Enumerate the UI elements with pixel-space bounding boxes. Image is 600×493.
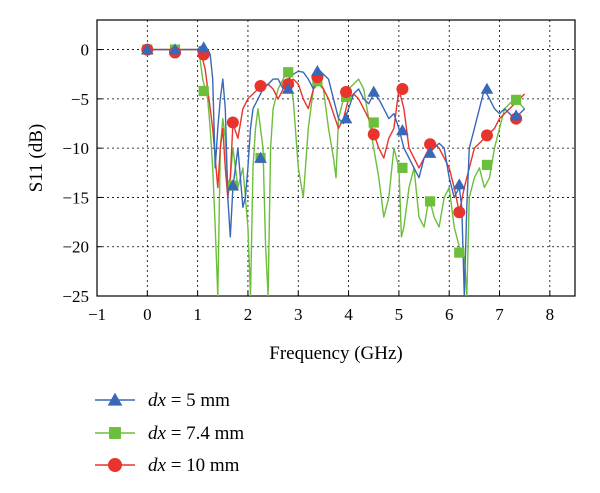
- data-point-dx-5-mm: [197, 41, 210, 53]
- x-tick-label: −1: [88, 305, 106, 324]
- y-axis-label: S11 (dB): [26, 124, 47, 192]
- series-markers: [141, 41, 523, 258]
- grid: [97, 20, 575, 296]
- legend-entry-dx-7-4-mm: dx = 7.4 mm: [95, 423, 244, 444]
- data-point-dx-7-4-mm: [368, 117, 379, 128]
- data-point-dx-10-mm: [254, 80, 267, 93]
- y-tick-label: 0: [81, 41, 90, 60]
- legend-variable: dx: [148, 390, 167, 411]
- data-point-dx-5-mm: [339, 112, 353, 124]
- legend-entry-dx-5-mm: dx = 5 mm: [95, 390, 230, 411]
- axis-ticks: −1 0 1 2 3 4 5 6 7 80−5−10−15−20−25: [62, 41, 554, 324]
- x-tick-label: 4: [344, 305, 353, 324]
- x-tick-label: 7: [495, 305, 504, 324]
- y-tick-label: −5: [71, 90, 89, 109]
- data-point-dx-7-4-mm: [481, 159, 493, 170]
- data-point-dx-7-4-mm: [454, 247, 465, 258]
- legend-entry-dx-10-mm: dx = 10 mm: [95, 455, 240, 476]
- legend-value: = 7.4 mm: [166, 423, 244, 444]
- data-point-dx-5-mm: [396, 124, 409, 136]
- x-axis-label: Frequency (GHz): [269, 343, 402, 364]
- data-point-dx-5-mm: [281, 82, 295, 94]
- data-point-dx-10-mm: [340, 85, 353, 98]
- x-tick-label: 1: [193, 305, 202, 324]
- data-point-dx-10-mm: [424, 138, 437, 151]
- legend-marker: [109, 427, 121, 439]
- series-lines: [147, 45, 526, 296]
- data-point-dx-7-4-mm: [424, 196, 436, 207]
- y-tick-label: −25: [62, 287, 89, 306]
- data-point-dx-5-mm: [480, 82, 494, 94]
- data-point-dx-10-mm: [396, 83, 409, 95]
- data-point-dx-10-mm: [367, 128, 380, 141]
- legend-value: = 5 mm: [166, 390, 230, 411]
- y-tick-label: −20: [62, 238, 89, 257]
- legend-label: dx = 10 mm: [148, 455, 240, 476]
- data-point-dx-7-4-mm: [397, 162, 408, 173]
- series-line-dx-5-mm: [147, 45, 526, 296]
- data-point-dx-7-4-mm: [283, 67, 294, 78]
- legend-variable: dx: [148, 455, 167, 476]
- x-tick-label: 8: [546, 305, 555, 324]
- data-point-dx-5-mm: [311, 64, 324, 77]
- plot-frame: [96, 19, 576, 297]
- data-point-dx-5-mm: [367, 85, 381, 97]
- x-tick-label: 3: [294, 305, 303, 324]
- data-point-dx-10-mm: [480, 129, 493, 142]
- legend-label: dx = 5 mm: [148, 390, 230, 411]
- data-point-dx-10-mm: [453, 206, 466, 219]
- legend-marker: [107, 392, 123, 406]
- x-tick-label: 6: [445, 305, 454, 324]
- y-tick-label: −15: [62, 188, 89, 207]
- legend-variable: dx: [148, 423, 167, 444]
- x-tick-label: 2: [244, 305, 253, 324]
- data-point-dx-5-mm: [509, 109, 523, 121]
- legend-marker: [108, 458, 122, 472]
- x-tick-label: 0: [143, 305, 152, 324]
- data-point-dx-7-4-mm: [511, 94, 522, 105]
- y-tick-label: −10: [62, 139, 89, 158]
- data-point-dx-7-4-mm: [198, 85, 209, 97]
- data-point-dx-5-mm: [254, 151, 267, 163]
- legend-value: = 10 mm: [166, 455, 240, 476]
- legend-label: dx = 7.4 mm: [148, 423, 244, 444]
- data-point-dx-5-mm: [452, 178, 466, 190]
- data-point-dx-5-mm: [226, 179, 240, 191]
- data-point-dx-5-mm: [423, 146, 437, 158]
- data-point-dx-5-mm: [141, 43, 154, 55]
- x-tick-label: 5: [395, 305, 404, 324]
- data-point-dx-5-mm: [168, 43, 182, 55]
- data-point-dx-10-mm: [226, 116, 239, 129]
